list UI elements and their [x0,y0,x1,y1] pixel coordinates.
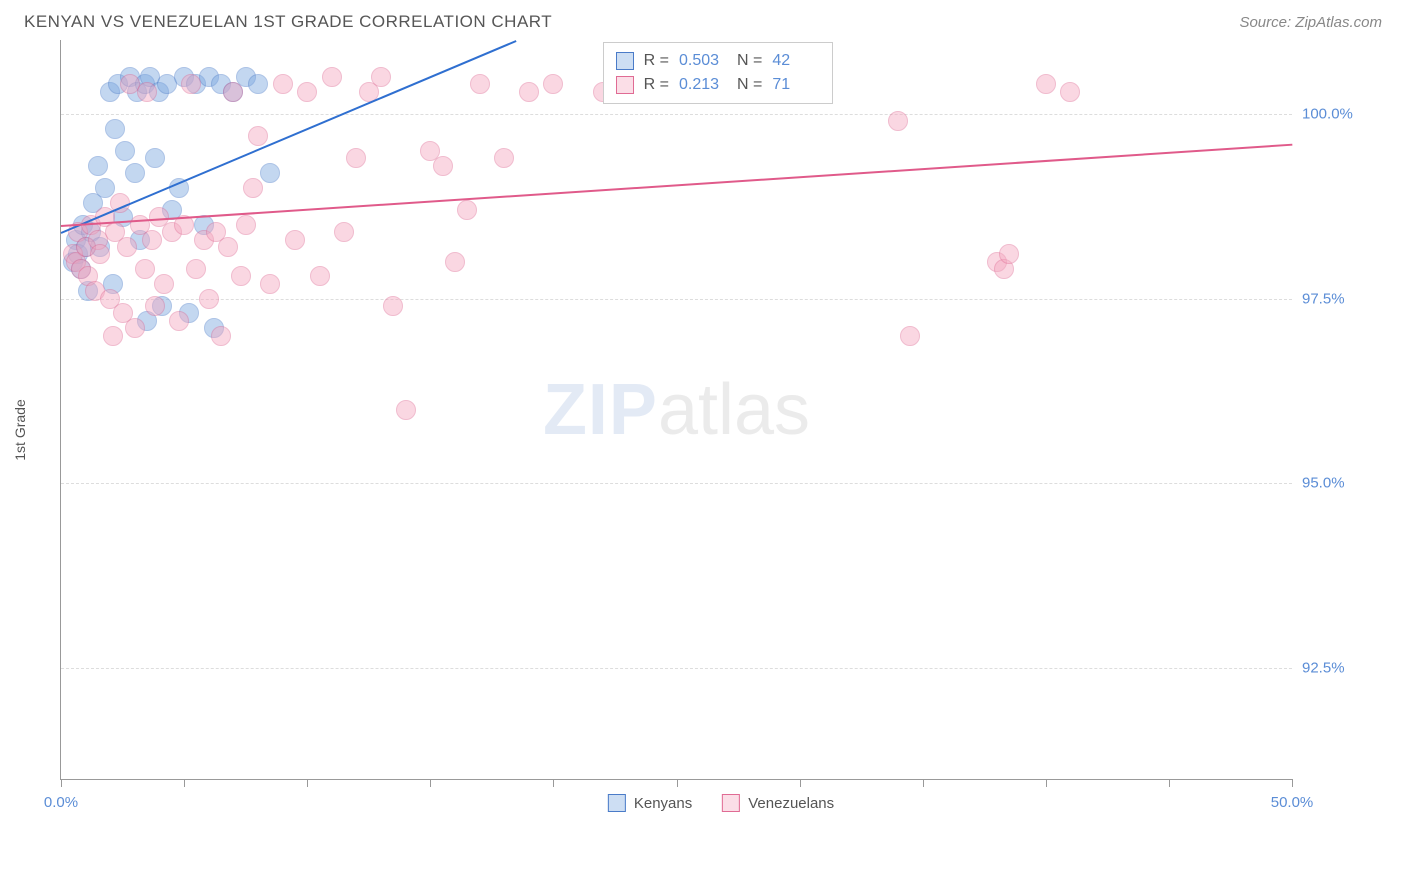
data-point [900,326,920,346]
data-point [248,74,268,94]
data-point [181,74,201,94]
stats-row: R = 0.213 N = 71 [616,73,821,97]
data-point [145,148,165,168]
data-point [334,222,354,242]
watermark-zip: ZIP [543,370,658,450]
data-point [142,230,162,250]
data-point [105,119,125,139]
data-point [494,148,514,168]
x-tick [677,779,678,787]
x-tick [553,779,554,787]
data-point [218,237,238,257]
stat-r-label: R = [644,49,669,73]
watermark-atlas: atlas [658,370,810,450]
x-tick [1169,779,1170,787]
data-point [135,259,155,279]
y-tick-label: 95.0% [1302,475,1372,492]
x-tick [800,779,801,787]
x-tick [307,779,308,787]
legend-swatch-venezuelans [722,794,740,812]
stat-n-label: N = [737,73,762,97]
x-tick [184,779,185,787]
legend-swatch-kenyans [608,794,626,812]
y-tick-label: 100.0% [1302,105,1372,122]
data-point [445,252,465,272]
data-point [519,82,539,102]
data-point [169,311,189,331]
data-point [243,178,263,198]
plot-area: ZIPatlas 92.5%95.0%97.5%100.0%0.0%50.0%R… [60,40,1292,780]
data-point [285,230,305,250]
legend: Kenyans Venezuelans [608,794,834,812]
data-point [297,82,317,102]
watermark: ZIPatlas [543,369,810,451]
data-point [457,200,477,220]
data-point [125,163,145,183]
data-point [211,326,231,346]
x-tick [1046,779,1047,787]
x-tick [1292,779,1293,787]
data-point [310,266,330,286]
data-point [186,259,206,279]
stat-n-value: 71 [772,73,820,97]
data-point [199,289,219,309]
data-point [248,126,268,146]
legend-label-venezuelans: Venezuelans [748,795,834,812]
x-tick-label: 0.0% [44,794,78,811]
data-point [1036,74,1056,94]
stat-r-value: 0.503 [679,49,727,73]
data-point [231,266,251,286]
stats-swatch [616,76,634,94]
data-point [888,111,908,131]
data-point [145,296,165,316]
source-attribution: Source: ZipAtlas.com [1239,14,1382,31]
data-point [90,244,110,264]
data-point [433,156,453,176]
data-point [1060,82,1080,102]
y-tick-label: 97.5% [1302,290,1372,307]
data-point [117,237,137,257]
data-point [371,67,391,87]
stat-r-value: 0.213 [679,73,727,97]
stats-row: R = 0.503 N = 42 [616,49,821,73]
legend-item-kenyans: Kenyans [608,794,692,812]
data-point [383,296,403,316]
y-tick-label: 92.5% [1302,660,1372,677]
data-point [322,67,342,87]
data-point [88,156,108,176]
x-tick [430,779,431,787]
gridline-h [61,668,1292,669]
data-point [260,274,280,294]
gridline-h [61,114,1292,115]
gridline-h [61,483,1292,484]
data-point [137,82,157,102]
data-point [346,148,366,168]
data-point [223,82,243,102]
stat-r-label: R = [644,73,669,97]
data-point [260,163,280,183]
chart-container: 1st Grade ZIPatlas 92.5%95.0%97.5%100.0%… [60,40,1382,820]
stats-swatch [616,52,634,70]
data-point [543,74,563,94]
legend-item-venezuelans: Venezuelans [722,794,834,812]
y-axis-label: 1st Grade [12,399,28,460]
x-tick-label: 50.0% [1271,794,1314,811]
x-tick [61,779,62,787]
legend-label-kenyans: Kenyans [634,795,692,812]
stat-n-label: N = [737,49,762,73]
data-point [125,318,145,338]
chart-title: KENYAN VS VENEZUELAN 1ST GRADE CORRELATI… [24,12,552,32]
data-point [470,74,490,94]
stats-box: R = 0.503 N = 42 R = 0.213 N = 71 [603,42,834,104]
gridline-h [61,299,1292,300]
data-point [154,274,174,294]
x-tick [923,779,924,787]
data-point [115,141,135,161]
data-point [273,74,293,94]
data-point [396,400,416,420]
data-point [103,326,123,346]
data-point [236,215,256,235]
data-point [999,244,1019,264]
stat-n-value: 42 [772,49,820,73]
